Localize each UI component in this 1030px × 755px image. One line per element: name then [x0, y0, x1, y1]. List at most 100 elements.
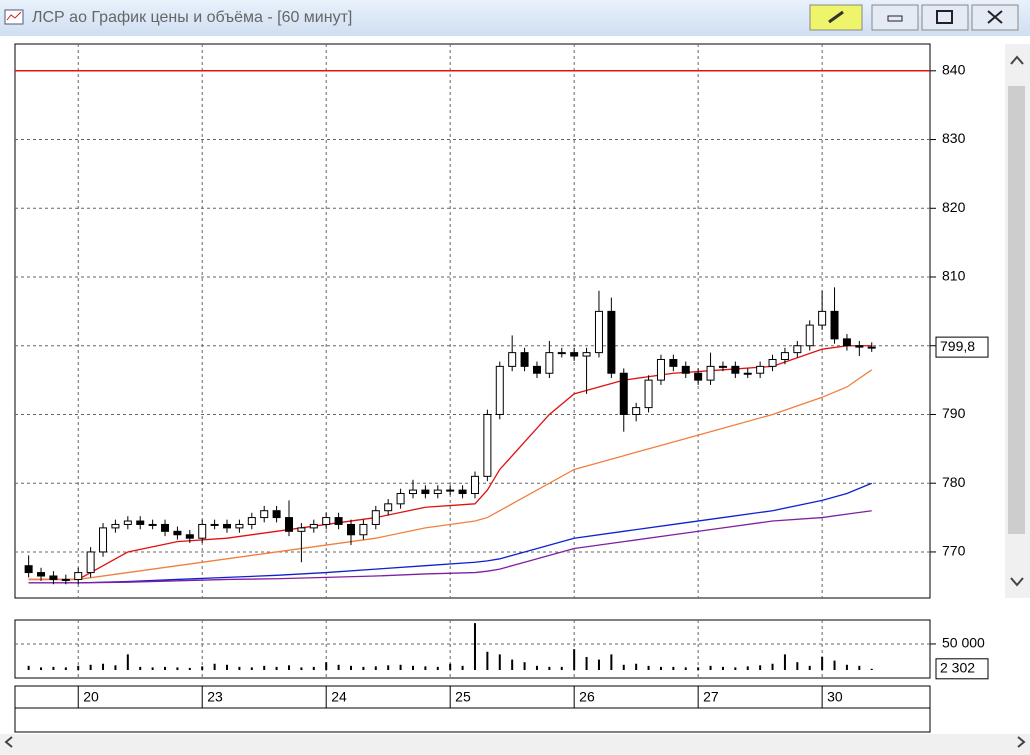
candle-body	[297, 527, 306, 532]
volume-bar	[833, 660, 836, 670]
candle-body	[557, 352, 566, 355]
x-tick-label: 25	[455, 689, 471, 705]
volume-bar	[808, 665, 811, 670]
y-tick-label: 770	[942, 543, 966, 559]
horizontal-scrollbar[interactable]	[0, 734, 1030, 750]
volume-bar	[783, 654, 786, 670]
volume-bar	[424, 666, 427, 670]
window-title: ЛСР ао График цены и объёма - [60 минут]	[32, 9, 352, 26]
x-tick-label: 23	[207, 689, 223, 705]
volume-bar	[40, 667, 43, 670]
candle-body	[235, 523, 244, 529]
candle-body	[582, 352, 591, 357]
candle-body	[756, 365, 765, 374]
volume-bar	[709, 665, 712, 670]
volume-bar	[374, 666, 377, 670]
candle-body	[111, 523, 120, 529]
candle-body	[669, 358, 678, 367]
volume-bar	[759, 665, 762, 670]
y-tick-label: 50 000	[942, 635, 985, 651]
candle-body	[607, 310, 616, 374]
volume-bar	[288, 665, 291, 670]
candle-body	[309, 523, 318, 529]
y-tick-label: 840	[942, 62, 966, 78]
candle-body	[594, 310, 603, 354]
volume-bar	[610, 654, 613, 670]
candle-body	[210, 523, 219, 526]
volume-bar	[597, 659, 600, 670]
candle-body	[173, 530, 182, 536]
link-icon	[828, 10, 844, 24]
x-tick-label: 24	[331, 689, 347, 705]
candle-body	[446, 489, 455, 492]
candle-body	[322, 517, 331, 525]
volume-bar	[461, 665, 464, 670]
volume-bar	[411, 665, 414, 670]
volume-bar	[325, 662, 328, 670]
volume-bar	[796, 662, 799, 670]
volume-bar	[64, 667, 67, 670]
volume-bar	[573, 649, 576, 670]
candle-body	[632, 407, 641, 415]
y-tick-label: 780	[942, 474, 966, 490]
volume-bar	[238, 666, 241, 670]
volume-bar	[845, 664, 848, 670]
volume-bar	[89, 664, 92, 670]
scroll-thumb[interactable]	[1008, 86, 1025, 534]
volume-bar	[139, 666, 142, 670]
candle-body	[421, 489, 430, 495]
last-value-box	[935, 658, 989, 680]
candle-body	[384, 503, 393, 512]
volume-bar	[52, 666, 55, 670]
close-icon	[987, 10, 1003, 24]
candle-body	[694, 372, 703, 381]
y-tick-label: 790	[942, 405, 966, 421]
volume-bar	[473, 623, 476, 670]
candle-body	[718, 365, 727, 368]
minimize-icon	[887, 15, 903, 22]
volume-bar	[548, 666, 551, 670]
x-tick-label: 27	[703, 689, 719, 705]
candle-body	[619, 372, 628, 415]
last-value-label: 799,8	[940, 338, 975, 354]
volume-bar	[498, 654, 501, 670]
x-tick-label: 26	[579, 689, 595, 705]
volume-bar	[77, 665, 80, 670]
minimize-button[interactable]	[871, 4, 919, 31]
candle-body	[161, 523, 170, 532]
candle-body	[545, 352, 554, 374]
empty-row	[14, 707, 931, 733]
volume-bar	[734, 667, 737, 670]
volume-bar	[263, 665, 266, 670]
volume-bar	[672, 666, 675, 670]
candle-body	[61, 578, 70, 581]
volume-bar	[449, 663, 452, 670]
candle-body	[656, 358, 665, 381]
candle-body	[433, 489, 442, 495]
volume-bar	[201, 666, 204, 670]
volume-bar	[337, 664, 340, 670]
candle-body	[247, 517, 256, 525]
candle-body	[780, 352, 789, 360]
candle-body	[74, 572, 83, 580]
volume-bar	[27, 665, 30, 670]
candle-body	[198, 523, 207, 539]
scroll-arrows[interactable]	[1010, 55, 1024, 587]
volume-bar	[126, 654, 129, 670]
h-scroll-arrows[interactable]	[4, 736, 1026, 748]
moving-average	[28, 510, 872, 584]
volume-bar	[684, 667, 687, 670]
candle-body	[793, 345, 802, 354]
candle-body	[458, 489, 467, 495]
volume-bar	[436, 666, 439, 670]
maximize-button[interactable]	[921, 4, 969, 31]
candle-body	[359, 523, 368, 536]
last-value-label: 2 302	[940, 660, 975, 676]
candle-body	[842, 338, 851, 347]
volume-bar	[275, 666, 278, 670]
volume-bar	[659, 666, 662, 670]
maximize-icon	[936, 10, 953, 24]
candle-body	[223, 523, 232, 529]
x-tick-label: 30	[827, 689, 843, 705]
date-row	[14, 685, 931, 709]
